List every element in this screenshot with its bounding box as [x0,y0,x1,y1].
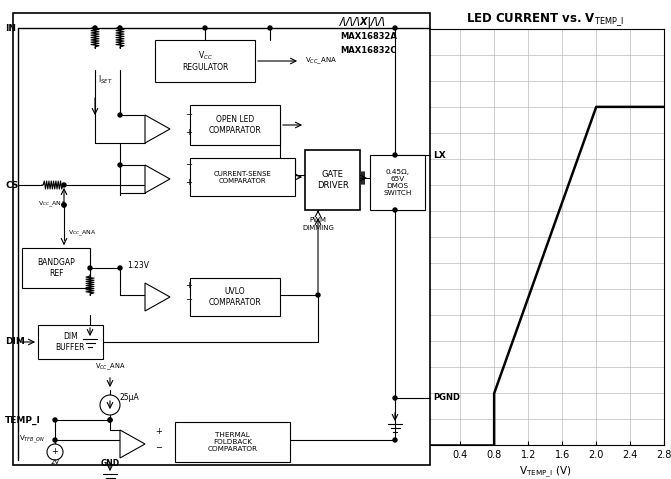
Circle shape [268,26,272,30]
Circle shape [393,153,397,157]
Circle shape [62,183,66,187]
Polygon shape [145,283,170,311]
Text: −: − [185,160,192,170]
Y-axis label: LED CURRENT (mA): LED CURRENT (mA) [389,186,399,288]
Bar [190,105,280,145]
Text: 0.45Ω,
65V
DMOS
SWITCH: 0.45Ω, 65V DMOS SWITCH [383,169,412,196]
Text: +: + [185,127,192,137]
Bar [305,150,360,210]
Text: DIMMING: DIMMING [302,225,334,231]
Text: 1.23V: 1.23V [127,261,149,270]
Circle shape [88,266,92,270]
Bar [370,155,425,210]
Circle shape [93,26,97,30]
Circle shape [316,293,320,297]
Bar [13,13,430,465]
Text: /\/\/\X|/\/\: /\/\/\X|/\/\ [340,16,386,27]
Text: BANDGAP
REF: BANDGAP REF [37,258,75,278]
Text: −: − [185,296,192,305]
Bar [190,158,295,196]
Circle shape [393,396,397,400]
Text: V$_{TFB\_ON}$: V$_{TFB\_ON}$ [19,434,45,446]
Circle shape [62,203,66,207]
Text: −: − [185,111,192,119]
Text: −: − [155,444,162,453]
Text: IN: IN [5,23,16,33]
Text: +: + [155,427,162,436]
Text: CURRENT-SENSE
COMPARATOR: CURRENT-SENSE COMPARATOR [213,171,272,183]
Title: LED CURRENT vs. V$_{\mathrm{TEMP\_I}}$: LED CURRENT vs. V$_{\mathrm{TEMP\_I}}$ [466,11,624,28]
Polygon shape [145,165,170,193]
Circle shape [53,438,57,442]
Text: THERMAL
FOLDBACK
COMPARATOR: THERMAL FOLDBACK COMPARATOR [207,432,258,452]
Text: 2V: 2V [50,459,60,465]
Text: LX: LX [433,150,446,160]
Circle shape [47,444,63,460]
Circle shape [108,418,112,422]
Text: GND: GND [101,458,119,468]
Text: V$_{CC}$_ANA: V$_{CC}$_ANA [305,56,337,66]
Text: MAX16832C: MAX16832C [340,46,397,55]
Circle shape [393,438,397,442]
Text: DIM
BUFFER: DIM BUFFER [56,332,85,352]
Circle shape [118,113,122,117]
Text: V$_{CC}$_ANA: V$_{CC}$_ANA [68,228,97,238]
Circle shape [118,26,122,30]
Circle shape [203,26,207,30]
Text: V$_{CC}$_ANA: V$_{CC}$_ANA [38,200,66,209]
Circle shape [118,163,122,167]
X-axis label: V$_{\mathrm{TEMP\_I}}$ (V): V$_{\mathrm{TEMP\_I}}$ (V) [519,465,572,479]
Circle shape [393,26,397,30]
Circle shape [100,395,120,415]
Text: PGND: PGND [433,394,460,402]
Text: V$_{CC}$_ANA: V$_{CC}$_ANA [95,362,125,372]
Circle shape [118,266,122,270]
Text: GATE
DRIVER: GATE DRIVER [317,171,348,190]
Text: OPEN LED
COMPARATOR: OPEN LED COMPARATOR [209,115,262,135]
Text: MAX16832A: MAX16832A [340,32,397,41]
Bar [22,248,90,288]
Polygon shape [145,115,170,143]
Circle shape [108,418,112,422]
Text: PWM: PWM [309,217,327,223]
Text: +: + [185,178,192,186]
Bar [155,40,255,82]
Text: UVLO
COMPARATOR: UVLO COMPARATOR [209,287,262,307]
Polygon shape [120,430,145,458]
Circle shape [393,208,397,212]
Bar [175,422,290,462]
Text: +: + [185,281,192,289]
Text: 25μA: 25μA [120,392,140,401]
Bar [190,278,280,316]
Circle shape [53,418,57,422]
Text: CS: CS [5,181,18,190]
Text: DIM: DIM [5,338,25,346]
Text: TEMP_I: TEMP_I [5,415,41,424]
Text: I$_{SET}$: I$_{SET}$ [98,74,113,86]
Bar [38,325,103,359]
Text: V$_{CC}$
REGULATOR: V$_{CC}$ REGULATOR [182,49,228,72]
Circle shape [62,203,66,207]
Text: +: + [52,447,58,456]
